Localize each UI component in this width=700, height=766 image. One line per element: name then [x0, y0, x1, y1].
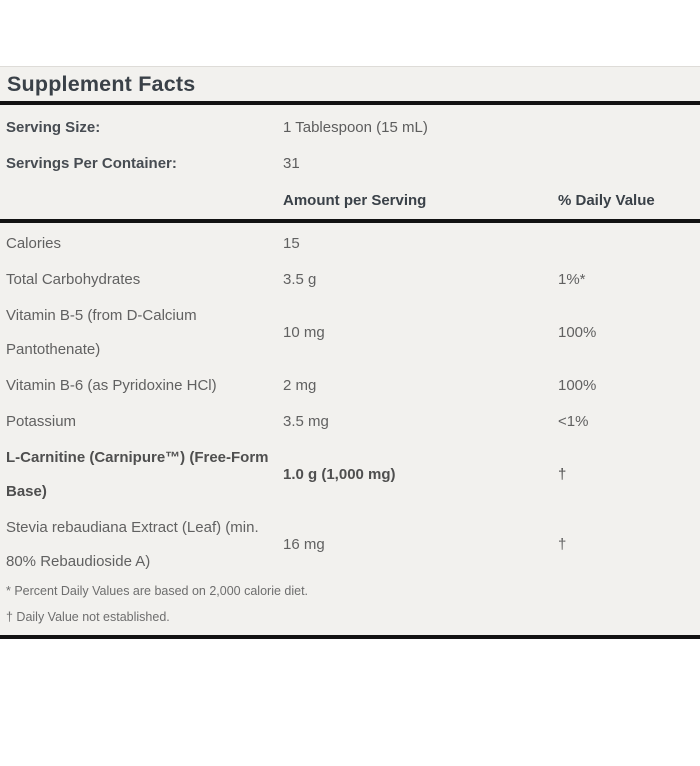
- table-row-l-carnitine: L-Carnitine (Carnipure™) (Free-Form Base…: [0, 440, 700, 510]
- nutrient-amount: 1.0 g (1,000 mg): [283, 466, 396, 483]
- nutrient-name: L-Carnitine (Carnipure™) (Free-Form Base…: [6, 449, 269, 500]
- nutrient-amount: 2 mg: [283, 377, 317, 394]
- panel-title: Supplement Facts: [7, 72, 196, 96]
- nutrient-daily-value: †: [558, 466, 567, 483]
- serving-size-value: 1 Tablespoon (15 mL): [283, 118, 428, 136]
- serving-size-row: Serving Size: 1 Tablespoon (15 mL): [0, 109, 700, 145]
- nutrient-name: Total Carbohydrates: [6, 271, 141, 288]
- table-row-total-carbohydrates: Total Carbohydrates 3.5 g 1%*: [0, 262, 700, 298]
- column-header-amount: Amount per Serving: [283, 191, 427, 209]
- footnote-daily-values: * Percent Daily Values are based on 2,00…: [6, 584, 309, 598]
- footnote-dv-not-established: † Daily Value not established.: [6, 610, 170, 624]
- nutrient-amount: 15: [283, 235, 300, 252]
- nutrient-amount: 3.5 g: [283, 271, 317, 288]
- table-row-stevia-extract: Stevia rebaudiana Extract (Leaf) (min. 8…: [0, 510, 700, 580]
- panel-title-bar: Supplement Facts: [0, 67, 700, 105]
- table-row-calories: Calories 15: [0, 226, 700, 262]
- column-header-row: Amount per Serving % Daily Value: [0, 181, 700, 223]
- nutrient-name: Calories: [6, 235, 62, 252]
- nutrient-name: Vitamin B-6 (as Pyridoxine HCl): [6, 377, 217, 394]
- serving-section: Serving Size: 1 Tablespoon (15 mL) Servi…: [0, 105, 700, 181]
- supplement-facts-panel: Supplement Facts Serving Size: 1 Tablesp…: [0, 66, 700, 639]
- table-row-vitamin-b5: Vitamin B-5 (from D-Calcium Pantothenate…: [0, 298, 700, 368]
- table-row-potassium: Potassium 3.5 mg <1%: [0, 404, 700, 440]
- nutrient-amount: 16 mg: [283, 536, 325, 553]
- servings-per-container-value: 31: [283, 154, 300, 172]
- nutrient-name: Vitamin B-5 (from D-Calcium Pantothenate…: [6, 307, 197, 358]
- nutrient-daily-value: <1%: [558, 413, 589, 430]
- nutrient-amount: 10 mg: [283, 324, 325, 341]
- servings-per-container-label: Servings Per Container:: [6, 154, 177, 172]
- nutrient-name: Potassium: [6, 413, 77, 430]
- servings-per-container-row: Servings Per Container: 31: [0, 145, 700, 181]
- table-row-vitamin-b6: Vitamin B-6 (as Pyridoxine HCl) 2 mg 100…: [0, 368, 700, 404]
- nutrient-daily-value: †: [558, 536, 567, 553]
- nutrient-name: Stevia rebaudiana Extract (Leaf) (min. 8…: [6, 519, 259, 570]
- footnotes-section: * Percent Daily Values are based on 2,00…: [0, 580, 700, 635]
- serving-size-label: Serving Size:: [6, 118, 101, 136]
- column-header-daily-value: % Daily Value: [558, 191, 655, 209]
- nutrient-daily-value: 100%: [558, 377, 597, 394]
- nutrient-daily-value: 100%: [558, 324, 597, 341]
- nutrient-amount: 3.5 mg: [283, 413, 329, 430]
- nutrient-rows: Calories 15 Total Carbohydrates 3.5 g 1%…: [0, 223, 700, 580]
- nutrient-daily-value: 1%*: [558, 271, 586, 288]
